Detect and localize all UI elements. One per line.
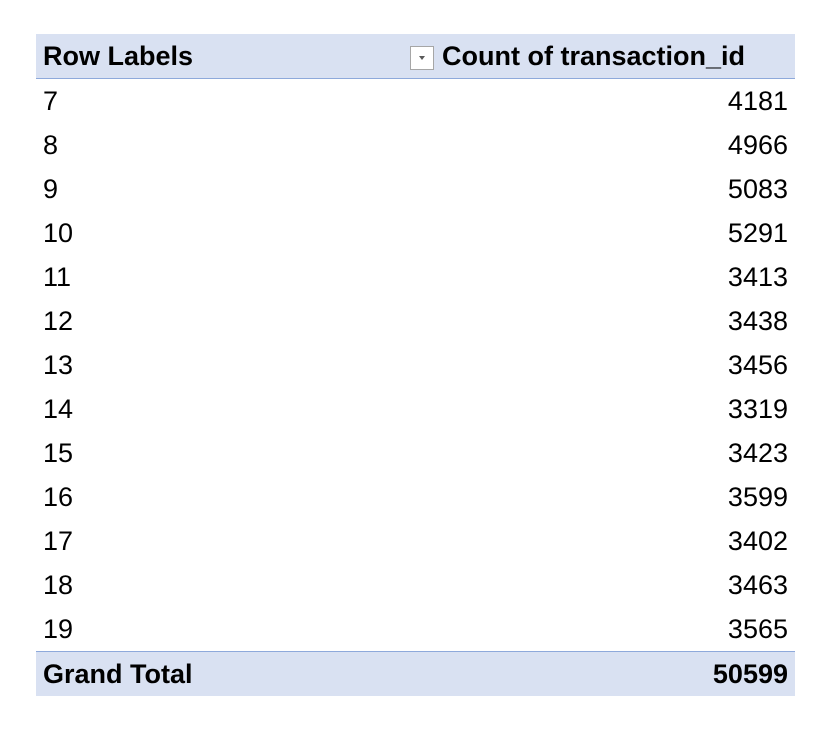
pivot-table: Row Labels Count of transaction_id 7 4181…	[36, 34, 795, 696]
table-row: 11 3413	[36, 255, 795, 299]
grand-total-row: Grand Total 50599	[36, 651, 795, 696]
table-row: 9 5083	[36, 167, 795, 211]
filter-cell	[406, 42, 438, 70]
row-labels-filter-button[interactable]	[410, 46, 434, 70]
row-label-cell[interactable]: 10	[43, 217, 74, 248]
row-label-cell[interactable]: 12	[43, 305, 74, 336]
row-label-cell[interactable]: 7	[43, 85, 59, 116]
count-value-cell[interactable]: 3565	[727, 613, 788, 644]
table-row: 14 3319	[36, 387, 795, 431]
row-label-cell[interactable]: 14	[43, 393, 74, 424]
table-row: 15 3423	[36, 431, 795, 475]
count-value-cell[interactable]: 3402	[727, 525, 788, 556]
count-value-cell[interactable]: 3319	[727, 393, 788, 424]
table-row: 17 3402	[36, 519, 795, 563]
row-label-cell[interactable]: 8	[43, 129, 59, 160]
table-row: 7 4181	[36, 79, 795, 123]
dropdown-filter-icon	[419, 56, 425, 60]
row-label-cell[interactable]: 17	[43, 525, 74, 556]
count-value-cell[interactable]: 3456	[727, 349, 788, 380]
count-value-cell[interactable]: 5083	[727, 173, 788, 204]
count-value-cell[interactable]: 3463	[727, 569, 788, 600]
pivot-body: 7 4181 8 4966 9 5083 10 5291 11 3413 12 3438 13 3456 1…	[36, 79, 795, 651]
table-row: 10 5291	[36, 211, 795, 255]
grand-total-label[interactable]: Grand Total	[43, 658, 193, 689]
pivot-header-row: Row Labels Count of transaction_id	[36, 34, 795, 79]
row-label-cell[interactable]: 18	[43, 569, 74, 600]
row-label-cell[interactable]: 9	[43, 173, 59, 204]
row-label-cell[interactable]: 19	[43, 613, 74, 644]
row-labels-header[interactable]: Row Labels	[43, 40, 194, 71]
count-value-cell[interactable]: 5291	[727, 217, 788, 248]
table-row: 12 3438	[36, 299, 795, 343]
table-row: 19 3565	[36, 607, 795, 651]
count-value-cell[interactable]: 3413	[727, 261, 788, 292]
count-value-cell[interactable]: 4966	[727, 129, 788, 160]
row-label-cell[interactable]: 13	[43, 349, 74, 380]
row-label-cell[interactable]: 15	[43, 437, 74, 468]
value-field-header[interactable]: Count of transaction_id	[442, 40, 745, 71]
table-row: 13 3456	[36, 343, 795, 387]
count-value-cell[interactable]: 3599	[727, 481, 788, 512]
table-row: 16 3599	[36, 475, 795, 519]
row-label-cell[interactable]: 16	[43, 481, 74, 512]
row-label-cell[interactable]: 11	[43, 261, 72, 292]
count-value-cell[interactable]: 3438	[727, 305, 788, 336]
table-row: 18 3463	[36, 563, 795, 607]
grand-total-value[interactable]: 50599	[712, 658, 788, 689]
count-value-cell[interactable]: 4181	[727, 85, 788, 116]
table-row: 8 4966	[36, 123, 795, 167]
count-value-cell[interactable]: 3423	[727, 437, 788, 468]
